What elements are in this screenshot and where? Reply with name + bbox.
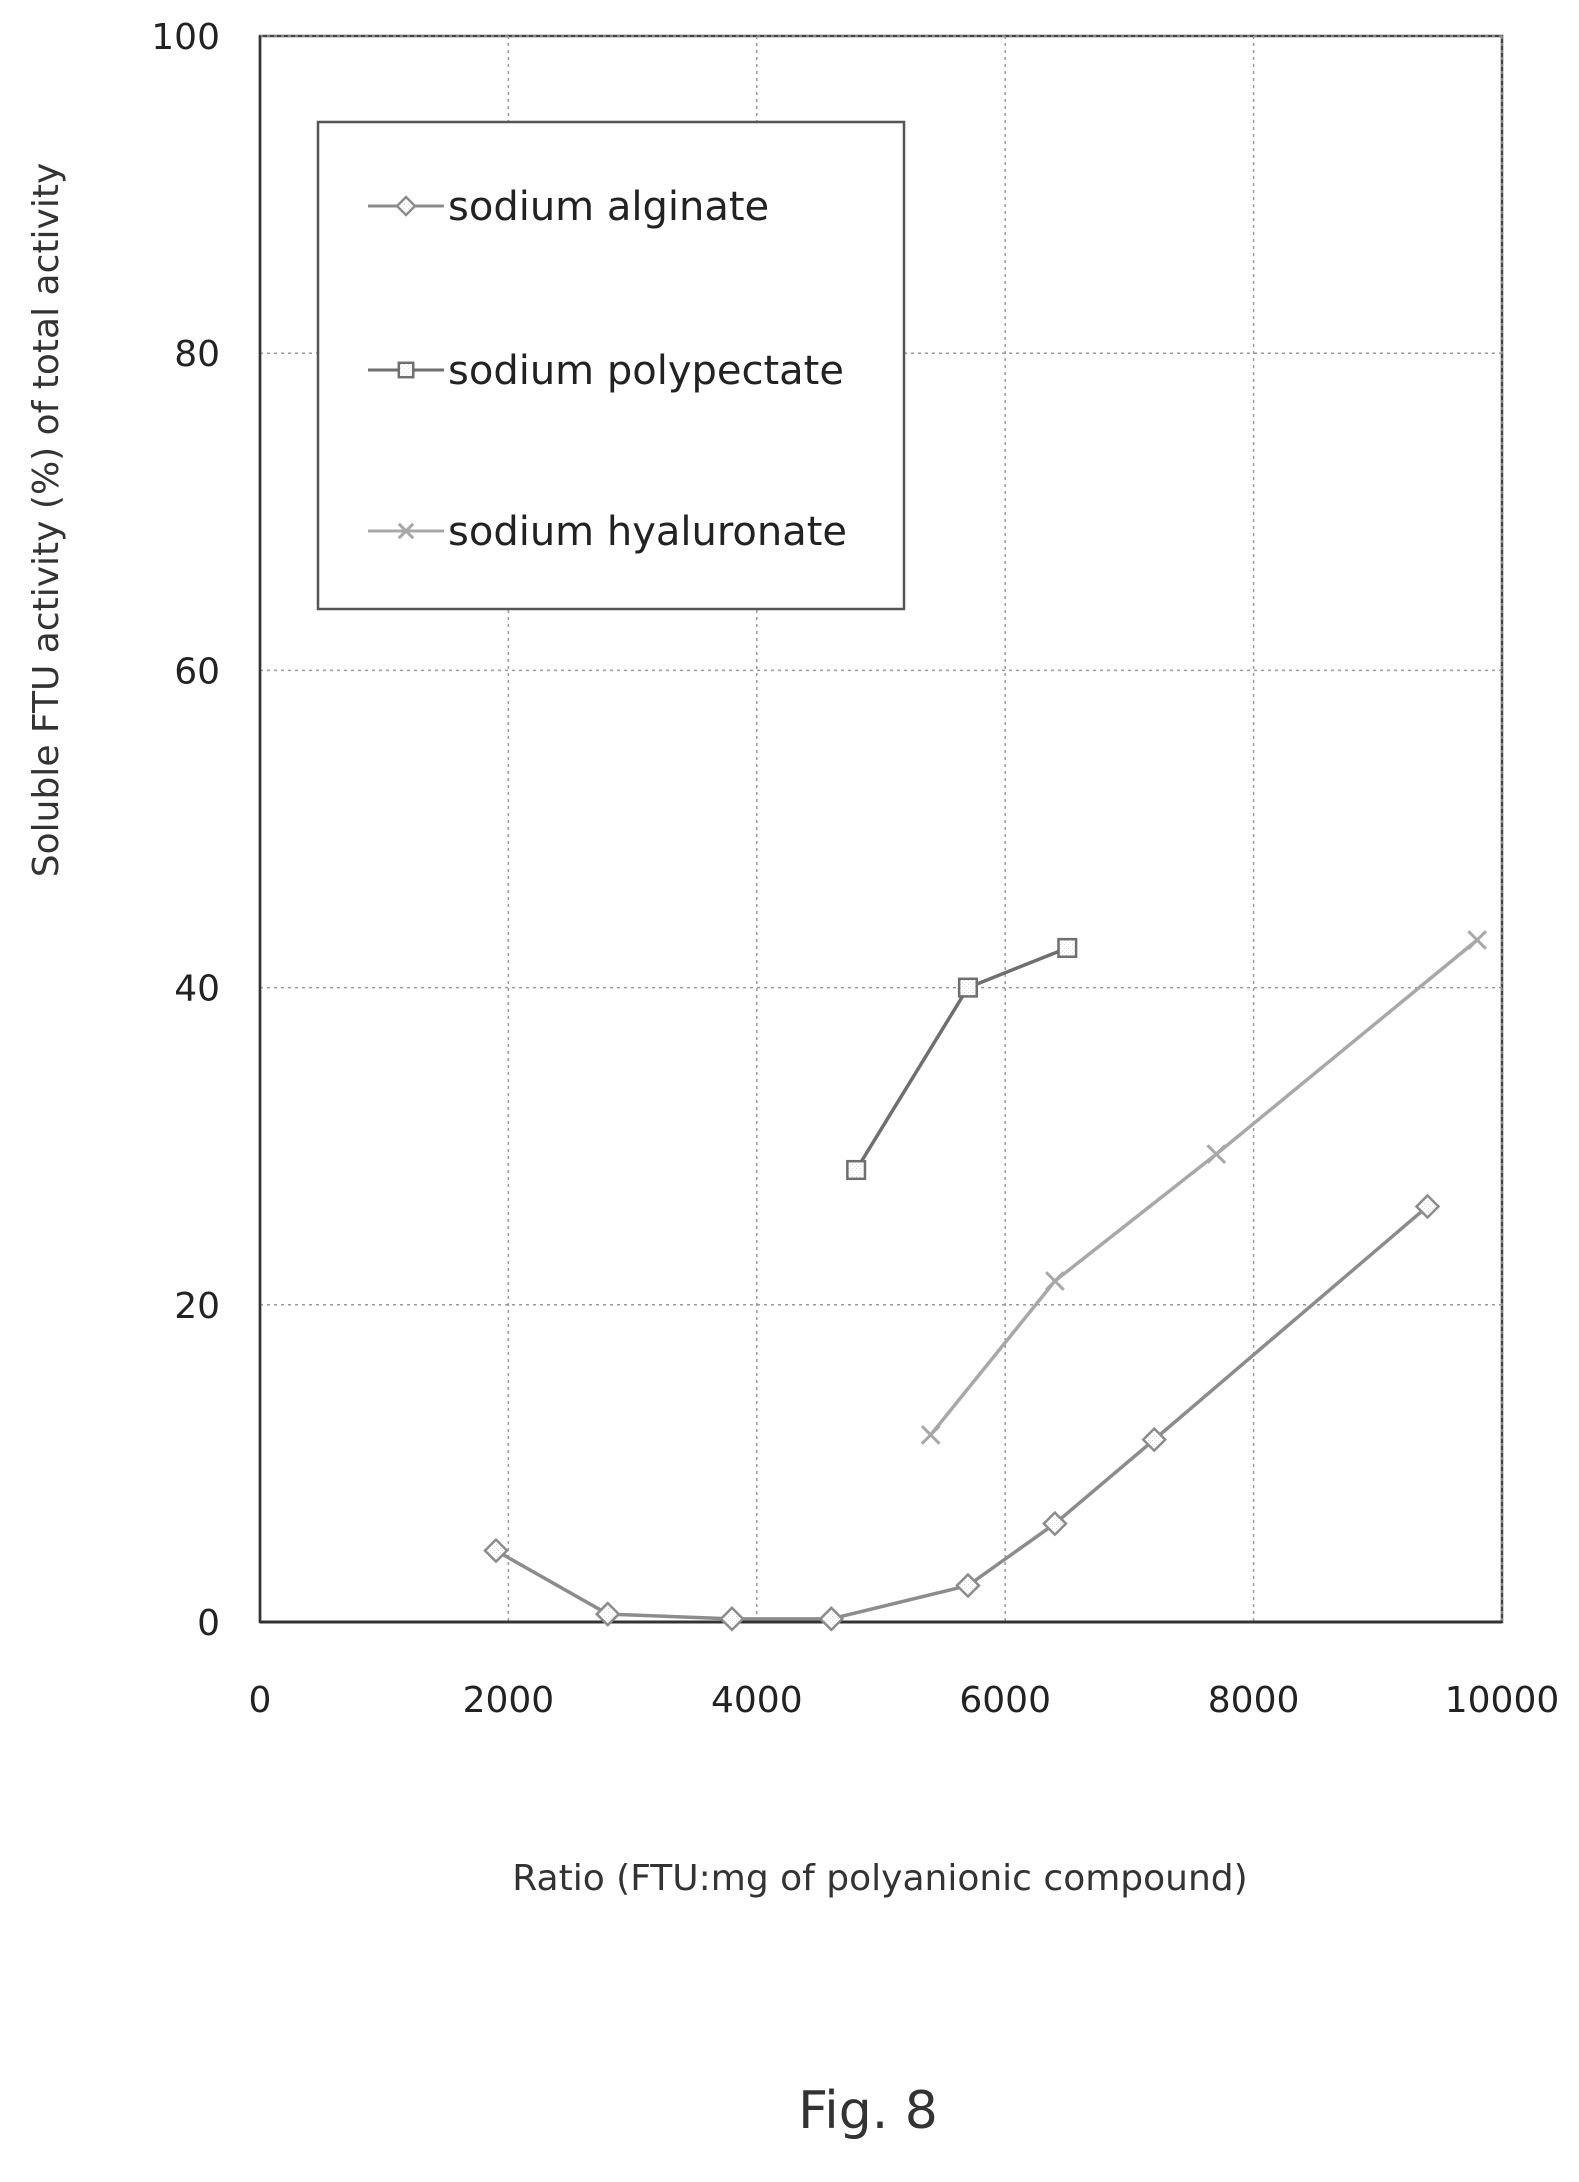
data-point-2-0 [920,1424,941,1445]
data-point-2-2 [1206,1144,1227,1164]
legend-entry-0: sodium alginate [368,184,769,230]
x-tick-label-3: 6000 [959,1680,1051,1721]
series-1 [846,937,1078,1181]
y-axis-ticks: 0 20 40 60 80 100 [151,17,220,1644]
series-line-0 [495,1205,1429,1621]
data-point-0-1 [594,1601,621,1627]
data-point-1-0 [846,1159,867,1181]
y-axis-title: Soluble FTU activity (%) of total activi… [26,163,67,877]
data-point-0-7 [1414,1193,1441,1220]
figure-caption: Fig. 8 [798,2081,938,2141]
x-axis-title: Ratio (FTU:mg of polyanionic compound) [512,1858,1247,1899]
series-layer [483,930,1488,1632]
legend-entry-1: sodium polypectate [368,348,844,394]
data-point-0-4 [955,1572,981,1599]
y-tick-label-2: 40 [174,969,220,1010]
legend-label-1: sodium polypectate [448,348,844,394]
data-point-0-3 [818,1606,845,1632]
data-point-1-1 [957,977,978,998]
series-0 [483,1193,1441,1632]
y-tick-label-4: 80 [174,334,220,375]
y-tick-label-5: 100 [151,17,220,58]
data-point-0-5 [1042,1510,1068,1537]
x-tick-label-2: 4000 [711,1680,803,1721]
legend-box [316,120,906,611]
series-line-2 [929,938,1479,1436]
data-point-0-0 [483,1537,509,1564]
x-tick-label-0: 0 [249,1680,272,1721]
grid [260,35,1503,1622]
legend-label-2: sodium hyaluronate [448,509,847,555]
data-point-2-1 [1045,1271,1065,1291]
series-2 [920,930,1488,1445]
legend-label-0: sodium alginate [448,184,769,230]
data-point-2-3 [1467,930,1488,950]
legend-marker-1 [397,361,415,379]
x-tick-label-5: 10000 [1445,1680,1560,1721]
x-tick-label-4: 8000 [1208,1680,1300,1721]
y-tick-label-1: 20 [174,1286,220,1327]
x-tick-label-1: 2000 [463,1680,555,1721]
legend-marker-0 [395,195,417,217]
data-point-0-6 [1141,1426,1168,1453]
y-tick-label-0: 0 [197,1603,220,1644]
data-point-0-2 [719,1606,745,1632]
y-tick-label-3: 60 [174,651,220,692]
x-axis-ticks: 0 2000 4000 6000 8000 10000 [249,1680,1560,1721]
legend: sodium alginate sodium polypectate sodium … [316,120,906,611]
legend-entry-2: sodium hyaluronate [368,509,847,555]
legend-marker-2 [397,522,415,540]
data-point-1-2 [1057,937,1078,959]
